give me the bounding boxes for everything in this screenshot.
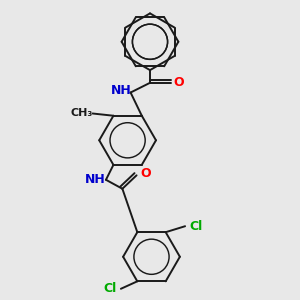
Text: NH: NH — [110, 84, 131, 97]
Text: Cl: Cl — [189, 220, 202, 233]
Text: O: O — [173, 76, 184, 89]
Text: NH: NH — [85, 173, 106, 186]
Text: CH₃: CH₃ — [71, 108, 93, 118]
Text: Cl: Cl — [104, 282, 117, 295]
Text: O: O — [140, 167, 151, 180]
